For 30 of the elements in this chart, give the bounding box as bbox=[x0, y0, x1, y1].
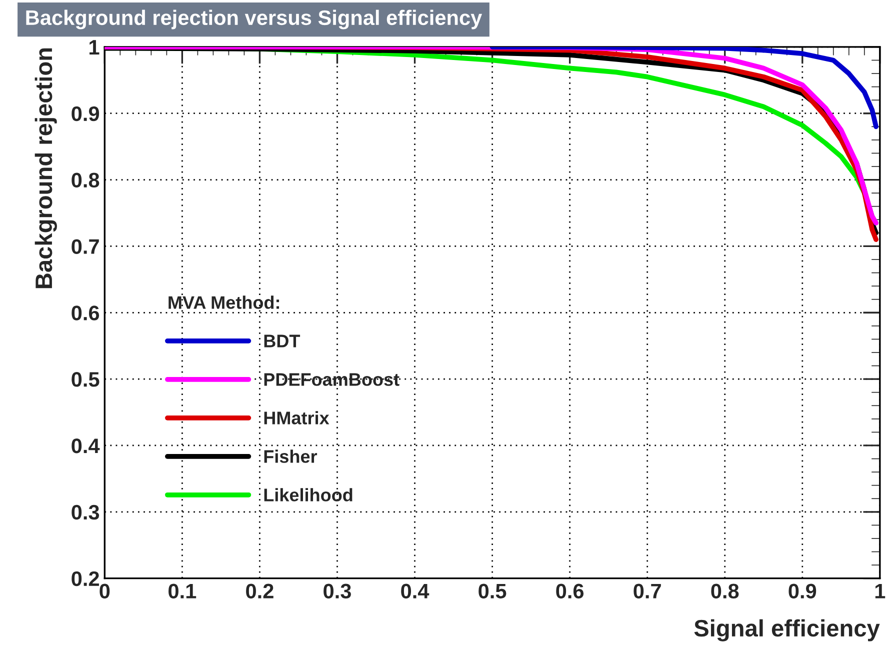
legend-title: MVA Method: bbox=[168, 296, 280, 309]
legend-label: Fisher bbox=[264, 450, 318, 463]
legend-label: PDEFoamBoost bbox=[264, 373, 400, 386]
y-tick-label: 0.8 bbox=[72, 172, 100, 188]
x-tick-label: 0.3 bbox=[324, 584, 351, 599]
x-tick-label: 0 bbox=[100, 584, 110, 598]
legend-label: BDT bbox=[264, 334, 300, 348]
legend-label: Likelihood bbox=[264, 488, 352, 502]
x-tick-label: 0.4 bbox=[401, 584, 430, 598]
legend-label: HMatrix bbox=[264, 411, 330, 424]
x-tick-label: 0.8 bbox=[711, 584, 739, 598]
y-tick-label: 0.3 bbox=[72, 504, 100, 520]
x-tick-label: 0.7 bbox=[634, 584, 661, 598]
y-tick-label: 0.4 bbox=[72, 438, 100, 454]
line-series bbox=[490, 46, 878, 130]
x-tick-label: 0.2 bbox=[246, 584, 274, 598]
x-tick-label: 0.5 bbox=[478, 584, 506, 598]
y-tick-label: 0.2 bbox=[72, 571, 99, 586]
x-tick-label: 0.1 bbox=[168, 584, 196, 598]
y-tick-label: 0.9 bbox=[72, 106, 100, 122]
y-tick-label: 1 bbox=[90, 40, 100, 54]
y-axis-title: Background rejection bbox=[34, 48, 57, 288]
y-tick-label: 0.5 bbox=[72, 372, 100, 387]
x-axis-title: Signal efficiency bbox=[694, 619, 880, 642]
x-tick-label: 1 bbox=[875, 584, 886, 598]
y-tick-label: 0.6 bbox=[72, 306, 100, 320]
y-tick-label: 0.7 bbox=[72, 239, 99, 254]
x-tick-label: 0.9 bbox=[788, 584, 816, 598]
chart-title: Background rejection versus Signal efficiency bbox=[26, 10, 482, 30]
x-tick-label: 0.6 bbox=[556, 584, 584, 598]
